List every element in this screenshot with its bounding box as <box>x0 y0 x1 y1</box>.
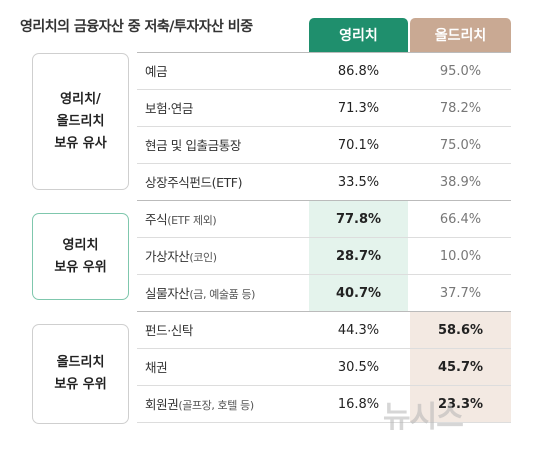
group-similar: 영리치/ 올드리치 보유 유사 <box>32 53 129 190</box>
column-header-old-rich: 올드리치 <box>410 18 511 52</box>
chart-title: 영리치의 금융자산 중 저축/투자자산 비중 <box>20 19 253 35</box>
row-label-sub: (ETF 제외) <box>167 214 217 227</box>
value-young-rich: 70.1% <box>337 138 380 153</box>
value-young-rich: 77.8% <box>309 201 408 238</box>
row-label-main: 현금 및 입출금통장 <box>145 138 241 153</box>
group-old-rich-dominant: 올드리치 보유 우위 <box>32 324 129 424</box>
row-divider <box>137 163 511 164</box>
table-row: 회원권(골프장, 호텔 등) 16.8% 23.3% <box>137 386 511 423</box>
table-row: 주식(ETF 제외) 77.8% 66.4% <box>137 201 511 238</box>
row-label: 가상자산(코인) <box>145 238 217 275</box>
table-row: 보험·연금 71.3% 78.2% <box>137 90 511 127</box>
value-young-rich: 71.3% <box>337 101 380 116</box>
row-label-main: 펀드·신탁 <box>145 323 193 338</box>
value-old-rich: 66.4% <box>439 212 482 227</box>
row-label-main: 주식 <box>145 212 168 227</box>
row-label-main: 보험·연금 <box>145 101 193 116</box>
value-old-rich: 38.9% <box>439 175 482 190</box>
table-row: 펀드·신탁 44.3% 58.6% <box>137 312 511 349</box>
row-label: 상장주식펀드(ETF) <box>145 164 242 201</box>
row-divider <box>137 89 511 90</box>
column-header-young-rich: 영리치 <box>309 18 408 52</box>
row-label-main: 실물자산 <box>145 286 190 301</box>
row-label: 현금 및 입출금통장 <box>145 127 241 164</box>
table-row: 현금 및 입출금통장 70.1% 75.0% <box>137 127 511 164</box>
table-row: 상장주식펀드(ETF) 33.5% 38.9% <box>137 164 511 201</box>
row-label-sub: (금, 예술품 등) <box>189 288 256 301</box>
value-old-rich: 23.3% <box>410 386 511 423</box>
row-label: 보험·연금 <box>145 90 193 127</box>
value-old-rich: 37.7% <box>439 286 482 301</box>
value-old-rich: 75.0% <box>439 138 482 153</box>
table-row: 실물자산(금, 예술품 등) 40.7% 37.7% <box>137 275 511 312</box>
row-divider <box>137 274 511 275</box>
table-row: 채권 30.5% 45.7% <box>137 349 511 386</box>
row-label-main: 가상자산 <box>145 249 190 264</box>
value-old-rich: 10.0% <box>439 249 482 264</box>
row-label-main: 예금 <box>145 64 168 79</box>
row-divider <box>137 237 511 238</box>
row-label: 채권 <box>145 349 168 386</box>
table-row: 예금 86.8% 95.0% <box>137 53 511 90</box>
row-label: 회원권(골프장, 호텔 등) <box>145 386 254 423</box>
watermark-logo: 뉴시스 <box>383 400 464 435</box>
row-label: 주식(ETF 제외) <box>145 201 217 238</box>
value-old-rich: 58.6% <box>410 312 511 349</box>
group-young-rich-dominant: 영리치 보유 우위 <box>32 213 129 300</box>
row-divider <box>137 311 511 312</box>
row-label: 실물자산(금, 예술품 등) <box>145 275 255 312</box>
value-old-rich: 78.2% <box>439 101 482 116</box>
row-divider <box>137 126 511 127</box>
value-old-rich: 95.0% <box>439 64 482 79</box>
value-young-rich: 44.3% <box>337 323 380 338</box>
table-row: 가상자산(코인) 28.7% 10.0% <box>137 238 511 275</box>
row-divider <box>137 348 511 349</box>
row-divider <box>137 422 511 423</box>
row-divider <box>137 385 511 386</box>
value-young-rich: 28.7% <box>309 238 408 275</box>
value-young-rich: 33.5% <box>337 175 380 190</box>
row-label: 예금 <box>145 53 168 90</box>
value-young-rich: 40.7% <box>309 275 408 312</box>
value-young-rich: 86.8% <box>337 64 380 79</box>
value-young-rich: 30.5% <box>337 360 380 375</box>
row-label-sub: (코인) <box>189 251 217 264</box>
value-old-rich: 45.7% <box>410 349 511 386</box>
value-young-rich: 16.8% <box>337 397 380 412</box>
row-label-main: 채권 <box>145 360 168 375</box>
row-label-sub: (골프장, 호텔 등) <box>178 399 254 412</box>
row-label: 펀드·신탁 <box>145 312 193 349</box>
row-label-main: 회원권 <box>145 397 179 412</box>
row-label-main: 상장주식펀드(ETF) <box>145 175 243 190</box>
row-divider <box>137 52 511 53</box>
row-divider <box>137 200 511 201</box>
